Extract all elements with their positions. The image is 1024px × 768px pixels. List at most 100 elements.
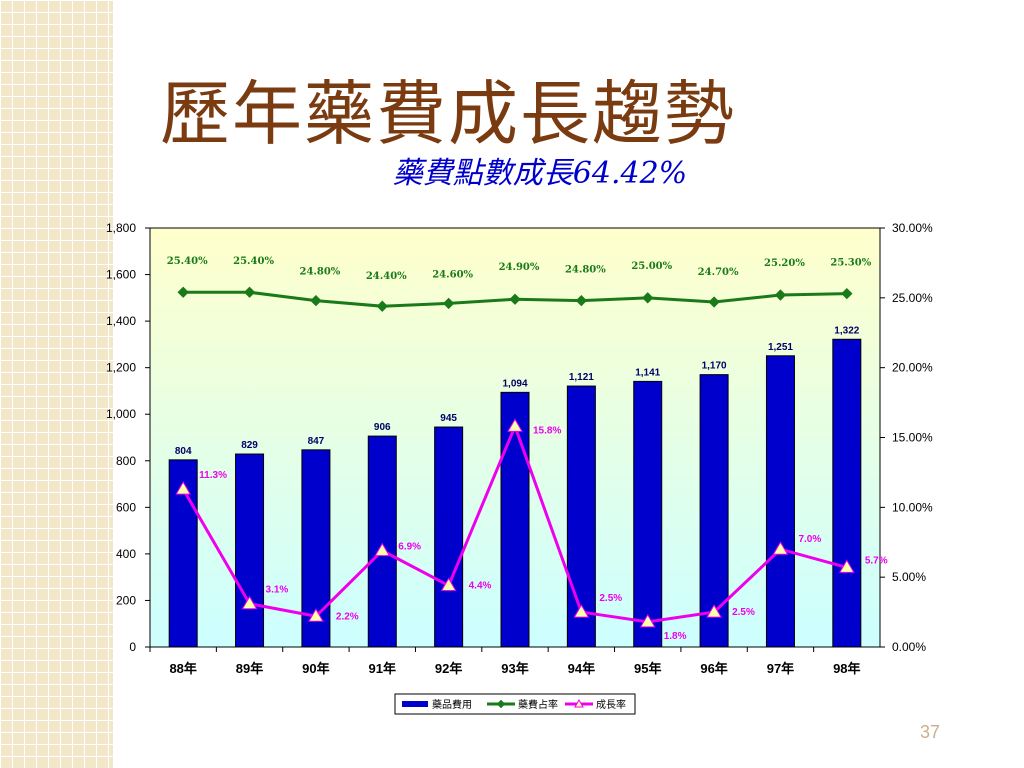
- x-tick-label: 94年: [568, 661, 595, 676]
- growth-marker: [838, 559, 855, 573]
- growth-marker: [440, 577, 457, 592]
- share-data-label: 24.90%: [499, 262, 540, 273]
- bar-data-label: 829: [241, 440, 258, 451]
- share-marker: [642, 292, 654, 304]
- bar: [633, 380, 663, 648]
- growth-data-label: 2.5%: [599, 593, 622, 604]
- y-left-tick-label: 1,200: [106, 361, 136, 375]
- growth-data-label: 5.7%: [865, 555, 888, 566]
- share-data-label: 24.80%: [299, 267, 340, 278]
- share-data-label: 24.70%: [698, 267, 739, 278]
- y-left-tick-label: 1,400: [106, 314, 136, 328]
- y-right-tick-label: 30.00%: [892, 221, 933, 235]
- x-tick-label: 97年: [767, 661, 794, 676]
- y-right-tick-label: 0.00%: [892, 640, 926, 654]
- legend-label-growth: 成長率: [596, 698, 626, 711]
- bar: [367, 435, 397, 648]
- legend-marker-growth: [574, 698, 584, 708]
- bar: [434, 426, 464, 648]
- x-tick-label: 89年: [236, 661, 263, 676]
- bar: [500, 391, 530, 648]
- share-marker: [442, 297, 455, 310]
- share-marker: [509, 293, 521, 305]
- y-left-tick-label: 200: [116, 593, 136, 607]
- side-grid-pattern: [0, 0, 113, 768]
- y-left-tick-label: 0: [129, 640, 136, 654]
- bar: [235, 453, 265, 648]
- growth-data-label: 15.8%: [533, 425, 561, 436]
- page-number: 37: [920, 722, 941, 742]
- bar-data-label: 847: [308, 436, 325, 447]
- bar-data-label: 1,251: [768, 342, 793, 353]
- share-data-label: 25.40%: [233, 256, 274, 267]
- x-tick-label: 88年: [169, 661, 196, 676]
- slide-title: 歷年藥費成長趨勢: [160, 73, 736, 155]
- growth-data-label: 7.0%: [798, 534, 821, 545]
- share-data-label: 24.60%: [432, 269, 473, 280]
- bar-data-label: 1,141: [635, 367, 660, 378]
- bar-data-label: 804: [175, 446, 192, 457]
- x-tick-label: 98年: [833, 661, 860, 676]
- growth-data-label: 11.3%: [199, 470, 227, 481]
- bar-data-label: 906: [374, 422, 391, 433]
- x-tick-label: 92年: [435, 661, 462, 676]
- bar: [566, 385, 596, 648]
- y-right-tick-label: 10.00%: [892, 500, 933, 514]
- share-data-label: 25.40%: [167, 256, 208, 267]
- x-tick-label: 93年: [501, 661, 528, 676]
- growth-data-label: 3.1%: [266, 585, 289, 596]
- bar-data-label: 945: [440, 413, 457, 424]
- share-marker: [774, 289, 787, 301]
- y-left-tick-label: 1,800: [106, 221, 136, 235]
- growth-marker: [241, 595, 258, 610]
- growth-marker: [772, 541, 789, 555]
- share-data-label: 25.20%: [764, 258, 805, 269]
- legend-label-share: 藥費占率: [518, 698, 558, 711]
- share-marker: [708, 296, 720, 308]
- bar-data-label: 1,170: [702, 361, 727, 372]
- growth-marker: [308, 608, 324, 622]
- share-data-label: 25.00%: [631, 261, 672, 272]
- slide-subtitle: 藥費點數成長64.42%: [392, 156, 688, 191]
- share-data-label: 25.30%: [830, 258, 871, 269]
- y-left-tick-label: 400: [116, 547, 136, 561]
- share-data-label: 24.40%: [366, 271, 407, 282]
- bar-data-label: 1,322: [834, 325, 859, 336]
- growth-data-label: 2.2%: [336, 611, 359, 622]
- bar: [832, 338, 862, 648]
- y-left-tick-label: 800: [116, 454, 136, 468]
- share-marker: [310, 294, 322, 307]
- growth-data-label: 6.9%: [398, 542, 421, 553]
- share-marker: [376, 300, 388, 312]
- share-data-label: 24.80%: [565, 265, 606, 276]
- growth-marker: [374, 542, 391, 557]
- x-tick-label: 91年: [369, 661, 396, 676]
- share-marker: [841, 287, 853, 300]
- growth-data-label: 4.4%: [469, 581, 492, 592]
- y-right-tick-label: 5.00%: [892, 570, 926, 584]
- growth-marker: [507, 418, 523, 432]
- y-right-tick-label: 15.00%: [892, 431, 933, 445]
- x-tick-label: 95年: [634, 661, 661, 676]
- x-tick-label: 90年: [302, 661, 329, 676]
- y-left-tick-label: 1,000: [106, 407, 136, 421]
- bar-data-label: 1,121: [569, 372, 594, 383]
- growth-marker: [573, 604, 590, 618]
- share-marker: [177, 286, 189, 298]
- legend-marker-share: [496, 699, 506, 709]
- bar: [765, 355, 795, 648]
- share-marker: [243, 286, 256, 298]
- share-marker: [575, 294, 588, 307]
- bar-data-label: 1,094: [502, 378, 527, 389]
- y-right-tick-label: 25.00%: [892, 291, 933, 305]
- bar: [168, 459, 198, 648]
- growth-marker: [175, 481, 192, 495]
- growth-marker: [706, 604, 722, 618]
- growth-data-label: 2.5%: [732, 607, 755, 618]
- growth-data-label: 1.8%: [664, 631, 687, 642]
- legend-swatch-bar: [402, 701, 428, 707]
- y-right-tick-label: 20.00%: [892, 361, 933, 375]
- legend-label-bar: 藥品費用: [432, 698, 472, 711]
- x-tick-label: 96年: [700, 661, 727, 676]
